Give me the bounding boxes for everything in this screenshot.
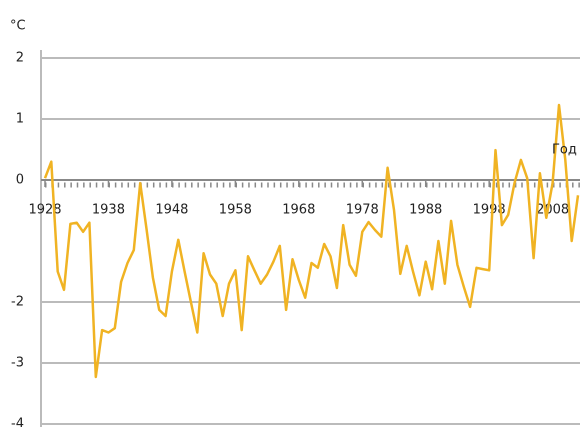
- x-tick-label: 1988: [409, 203, 442, 218]
- x-tick-label: 1958: [219, 203, 252, 218]
- x-tick-label: 1938: [92, 203, 125, 218]
- x-tick-label: 2008: [536, 203, 569, 218]
- x-tick-label: 1998: [473, 203, 506, 218]
- y-tick-label: 2: [16, 51, 24, 66]
- x-tick-label: 1948: [155, 203, 188, 218]
- y-tick-label: -3: [11, 356, 24, 371]
- data-line: [43, 103, 580, 379]
- y-axis-label: °C: [10, 19, 26, 34]
- x-tick-label: 1968: [282, 203, 315, 218]
- y-tick-label: -2: [11, 295, 24, 310]
- x-tick-label: 1978: [346, 203, 379, 218]
- y-tick-label: -4: [11, 417, 24, 427]
- x-tick-label: 1928: [28, 203, 61, 218]
- x-axis-label: Год: [552, 143, 577, 158]
- y-tick-label: 1: [16, 112, 24, 127]
- y-tick-label: 0: [16, 173, 24, 188]
